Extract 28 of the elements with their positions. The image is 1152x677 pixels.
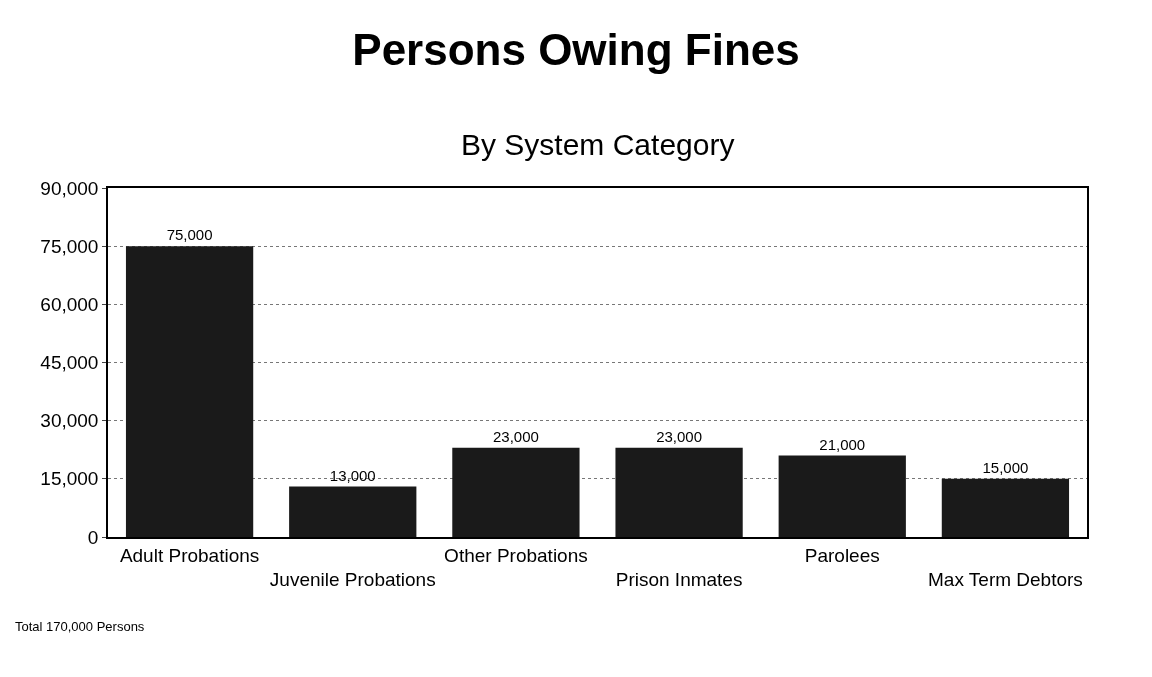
- y-tick-label: 75,000: [40, 235, 99, 257]
- y-tick-label: 90,000: [40, 177, 99, 199]
- bar: [941, 478, 1070, 537]
- data-label: 23,000: [492, 427, 539, 445]
- y-tick-label: 45,000: [40, 352, 99, 374]
- data-label: 13,000: [329, 466, 376, 484]
- bar: [125, 246, 254, 537]
- x-tick-label: Max Term Debtors: [927, 569, 1083, 591]
- y-tick-label: 0: [87, 526, 99, 548]
- chart-subtitle: By System Category: [461, 128, 735, 161]
- data-label: 21,000: [819, 435, 866, 453]
- x-tick-label: Other Probations: [444, 544, 588, 566]
- text: Total 170,000 Persons: [15, 619, 145, 634]
- bar: [289, 486, 417, 537]
- x-tick-label: Prison Inmates: [615, 569, 743, 591]
- bar: [778, 455, 906, 537]
- bar: [452, 447, 580, 537]
- x-tick-label: Adult Probations: [119, 544, 260, 566]
- chart-title: Persons Owing Fines: [352, 24, 800, 74]
- y-tick-label: 30,000: [40, 410, 99, 432]
- x-tick-label: Parolees: [804, 544, 880, 566]
- x-tick-label: Juvenile Probations: [269, 569, 436, 591]
- y-tick-label: 15,000: [40, 468, 99, 490]
- bar: [615, 447, 743, 537]
- data-label: 15,000: [982, 458, 1029, 476]
- y-tick-label: 60,000: [40, 293, 99, 315]
- data-label: 23,000: [656, 427, 703, 445]
- data-label: 75,000: [166, 226, 213, 244]
